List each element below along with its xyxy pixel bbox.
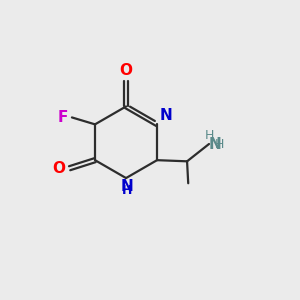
Text: N: N [209,137,222,152]
Text: F: F [57,110,68,125]
Text: H: H [215,138,224,151]
Text: O: O [52,161,65,176]
Text: H: H [204,129,214,142]
Text: N: N [121,179,134,194]
Text: O: O [119,63,133,78]
Text: H: H [122,184,132,197]
Text: N: N [160,107,172,122]
